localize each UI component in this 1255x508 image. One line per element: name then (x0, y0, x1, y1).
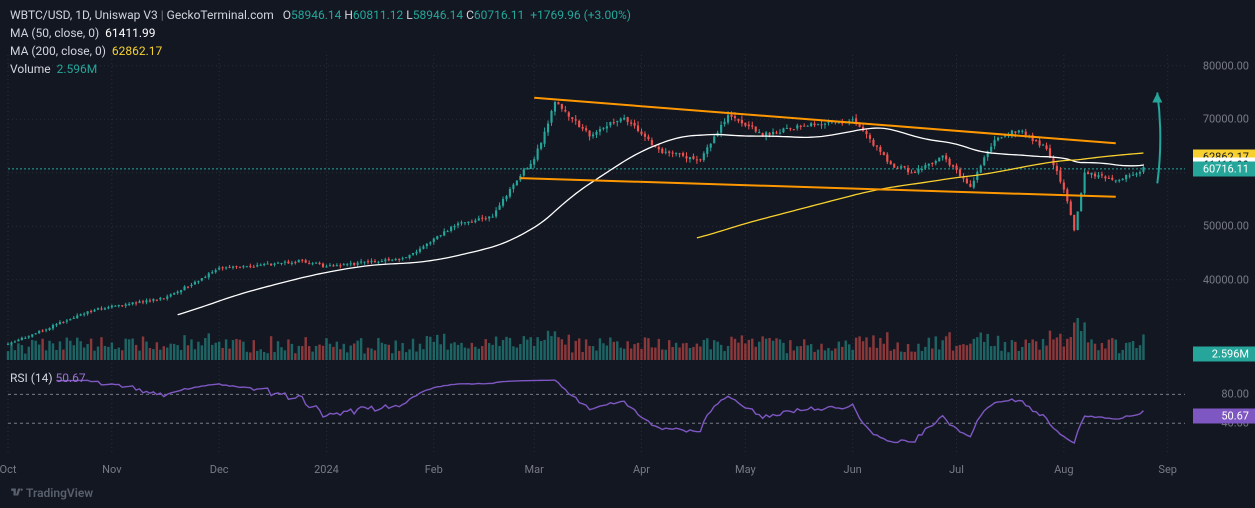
tradingview-watermark[interactable]: TradingView (10, 485, 93, 500)
l-value: 58946.14 (413, 8, 463, 22)
x-tick: Sep (1158, 463, 1177, 476)
rsi-header: RSI (14) 50.67 (10, 371, 86, 385)
y-tick: 50000.00 (1203, 220, 1249, 233)
o-label: O (283, 8, 291, 22)
x-tick: 2024 (314, 463, 339, 476)
price-tag-last: 60716.11 (1193, 161, 1255, 176)
y-tick: 40000.00 (1203, 273, 1249, 286)
x-tick: Jun (844, 463, 862, 476)
x-axis: Oct Nov Dec 2024 Feb Mar Apr May Jun Jul Aug Sep (0, 463, 1185, 478)
rsi-label: RSI (14) (10, 371, 53, 385)
y-tick: 70000.00 (1203, 113, 1249, 126)
x-tick: May (735, 463, 756, 476)
watermark-text: TradingView (26, 486, 93, 500)
y-axis: 80000.0070000.0060000.0050000.0040000.00… (1185, 0, 1255, 508)
rsi-upper-label: 80.00 (1221, 388, 1249, 401)
volume-label: Volume (10, 62, 51, 76)
x-tick: Mar (525, 463, 544, 476)
x-tick: Dec (210, 463, 229, 476)
rsi-tag: 50.67 (1193, 408, 1255, 423)
chart-container: WBTC/USD, 1D, Uniswap V3 | GeckoTerminal… (0, 0, 1255, 508)
source-label: GeckoTerminal.com (167, 8, 274, 22)
y-tick: 80000.00 (1203, 59, 1249, 72)
volume-tag: 2.596M (1193, 347, 1255, 362)
change-pct: (+3.00%) (584, 8, 631, 22)
rsi-value: 50.67 (56, 371, 86, 385)
x-tick: Jul (949, 463, 964, 476)
symbol-label[interactable]: WBTC/USD, 1D, Uniswap V3 (10, 8, 158, 22)
chart-header: WBTC/USD, 1D, Uniswap V3 | GeckoTerminal… (10, 6, 631, 78)
x-tick: Feb (425, 463, 443, 476)
h-label: H (344, 8, 353, 22)
ma200-value: 62862.17 (112, 44, 162, 58)
tradingview-icon (10, 485, 24, 499)
x-tick: Apr (633, 463, 650, 476)
x-tick: Aug (1054, 463, 1073, 476)
c-value: 60716.11 (474, 8, 524, 22)
x-tick: Nov (102, 463, 121, 476)
volume-value: 2.596M (57, 62, 98, 76)
change-value: +1769.96 (530, 8, 580, 22)
h-value: 60811.12 (353, 8, 403, 22)
ma50-value: 61411.99 (105, 26, 155, 40)
o-value: 58946.14 (291, 8, 341, 22)
ma200-label: MA (200, close, 0) (10, 44, 106, 58)
c-label: C (466, 8, 474, 22)
x-tick: Oct (0, 463, 16, 476)
ma50-label: MA (50, close, 0) (10, 26, 99, 40)
